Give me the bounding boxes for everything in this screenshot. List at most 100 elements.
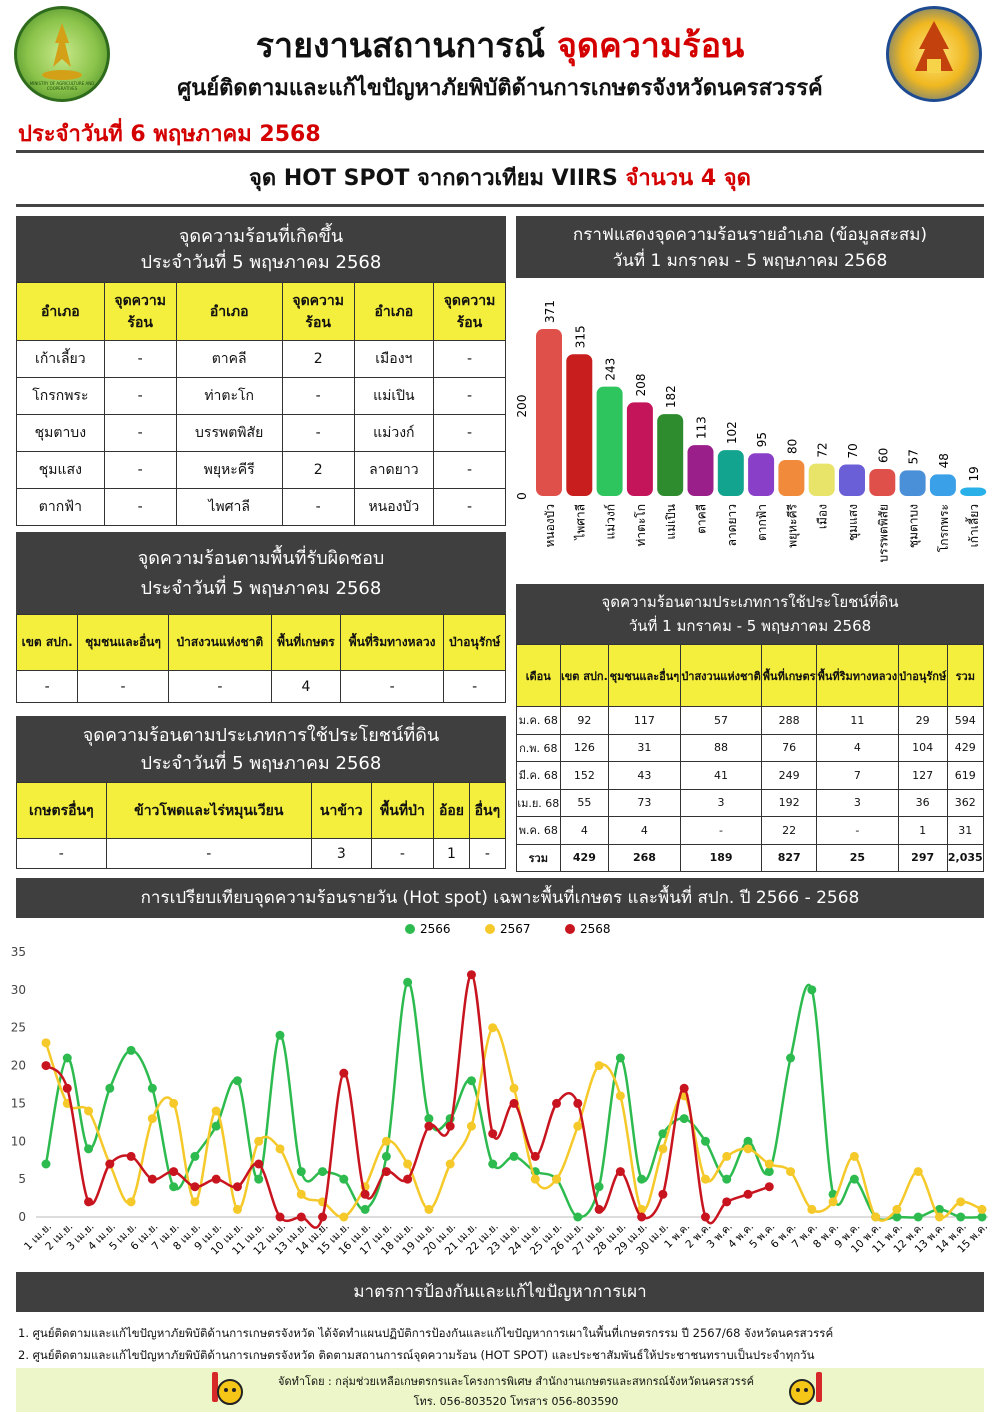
bar-chart-header: กราฟแสดงจุดความร้อนรายอำเภอ (ข้อมูลสะสม)…: [516, 216, 984, 278]
data-point-2567: [530, 1174, 540, 1184]
table-row: พ.ค. 68 4 4-22-1 31: [516, 816, 985, 845]
data-point-2566: [892, 1212, 902, 1222]
data-point-2567: [764, 1159, 774, 1169]
monthly-value: 36: [897, 788, 948, 817]
divider: [16, 204, 984, 207]
district-name: ชุมตาบง: [16, 414, 105, 452]
landuse-value: 3: [310, 838, 372, 869]
data-point-2568: [700, 1212, 710, 1222]
data-point-2567: [41, 1038, 51, 1048]
data-point-2568: [615, 1167, 625, 1177]
legend-marker: [485, 924, 495, 934]
bar: [839, 464, 865, 496]
data-point-2566: [360, 1204, 370, 1214]
data-point-2566: [275, 1030, 285, 1040]
monthly-value: 4: [815, 733, 899, 762]
data-point-2566: [913, 1212, 923, 1222]
data-point-2568: [594, 1204, 604, 1214]
data-point-2566: [126, 1045, 136, 1055]
col-count: จุดความร้อน: [103, 282, 177, 341]
area-value: -: [77, 670, 169, 703]
monthly-value: 152: [559, 761, 610, 790]
monthly-value: 104: [897, 733, 948, 762]
legend-label: 2567: [500, 922, 531, 936]
data-point-2568: [62, 1083, 72, 1093]
bar-value-label: 72: [816, 442, 830, 457]
line-chart-header: การเปรียบเทียบจุดความร้อนรายวัน (Hot spo…: [16, 878, 984, 918]
data-point-2568: [169, 1167, 179, 1177]
bar-title-1: กราฟแสดงจุดความร้อนรายอำเภอ (ข้อมูลสะสม): [572, 225, 928, 245]
hotspot-count: -: [103, 340, 177, 378]
bar-value-label: 19: [967, 466, 981, 481]
data-point-2566: [722, 1174, 732, 1184]
monthly-col-header: ป่าอนุรักษ์: [897, 644, 948, 707]
table-row: เม.ย. 68 55 73 3 192 3 36 362: [516, 788, 985, 817]
landuse-title-1: จุดความร้อนตามประเภทการใช้ประโยชน์ที่ดิน: [82, 725, 440, 746]
monthly-col-header: พื้นที่ริมทางหลวง: [815, 644, 899, 707]
data-point-2568: [424, 1121, 434, 1131]
y-tick-label: 20: [11, 1059, 26, 1073]
data-point-2567: [190, 1197, 200, 1207]
data-point-2567: [977, 1204, 987, 1214]
data-point-2566: [977, 1212, 987, 1222]
area-col-header: ป่าอนุรักษ์: [443, 614, 506, 671]
data-point-2567: [126, 1197, 136, 1207]
ministry-logo: MINISTRY OF AGRICULTURE AND COOPERATIVES: [14, 6, 110, 102]
monthly-col-header: เขต สปก.: [559, 644, 610, 707]
district-tick-label: เก้าเลี้ยว: [965, 504, 981, 547]
daily-title-1: จุดความร้อนที่เกิดขึ้น: [178, 226, 344, 247]
data-point-2567: [424, 1204, 434, 1214]
data-point-2566: [573, 1212, 583, 1222]
col-count: จุดความร้อน: [433, 282, 506, 341]
data-point-2567: [466, 1121, 476, 1131]
table-row: รวม 429 268 189 827 25 297 2,035: [516, 843, 985, 872]
bar: [536, 329, 562, 496]
monthly-value: -: [815, 816, 899, 845]
data-point-2566: [488, 1159, 498, 1169]
district-name: โกรกพระ: [16, 377, 105, 415]
data-point-2567: [934, 1212, 944, 1222]
data-point-2566: [62, 1053, 72, 1063]
data-point-2566: [509, 1151, 519, 1161]
month-label: พ.ค. 68: [516, 816, 561, 845]
district-tick-label: ตากฟ้า: [755, 504, 769, 541]
data-point-2568: [743, 1189, 753, 1199]
table-row: ม.ค. 68 92 117 57 288 11 29 594: [516, 706, 985, 735]
monthly-value: 429: [946, 733, 985, 762]
y-tick-label: 15: [11, 1096, 26, 1110]
legend-label: 2568: [580, 922, 611, 936]
table-row: ก.พ. 68 126 31 88 76 4 104 429: [516, 733, 985, 762]
data-point-2567: [254, 1136, 264, 1146]
data-point-2567: [807, 1204, 817, 1214]
y-tick-label: 30: [11, 983, 26, 997]
bar: [778, 460, 805, 496]
monthly-value: 25: [815, 843, 899, 872]
monthly-value: 288: [761, 706, 817, 735]
month-label: มี.ค. 68: [516, 761, 561, 790]
data-point-2568: [466, 970, 476, 980]
legend-marker: [405, 924, 415, 934]
data-point-2566: [403, 977, 413, 987]
data-point-2568: [552, 1098, 562, 1108]
landuse-col-header: พื้นที่ป่า: [370, 782, 435, 839]
data-point-2566: [105, 1083, 115, 1093]
monthly-value: -: [679, 816, 763, 845]
data-point-2568: [658, 1189, 668, 1199]
report-title: รายงานสถานการณ์ จุดความร้อน: [120, 18, 880, 72]
district-name: แม่วงก์: [353, 414, 435, 452]
monthly-value: 3: [815, 788, 899, 817]
data-point-2568: [147, 1174, 157, 1184]
footer-bar: จัดทำโดย : กลุ่มช่วยเหลือเกษตรกรและโครงก…: [16, 1368, 984, 1412]
district-name: หนองบัว: [353, 488, 435, 526]
monthly-value: 31: [608, 733, 681, 762]
data-point-2566: [339, 1174, 349, 1184]
landuse-value: -: [468, 838, 507, 869]
hotspot-count: 2: [281, 451, 355, 489]
data-point-2568: [679, 1083, 689, 1093]
data-point-2568: [339, 1068, 349, 1078]
data-point-2568: [530, 1151, 540, 1161]
monthly-col-header: ชุมชนและอื่นๆ: [608, 644, 681, 707]
area-title-2: ประจำวันที่ 5 พฤษภาคม 2568: [140, 578, 382, 599]
province-logo: [886, 6, 982, 102]
data-point-2568: [509, 1098, 519, 1108]
